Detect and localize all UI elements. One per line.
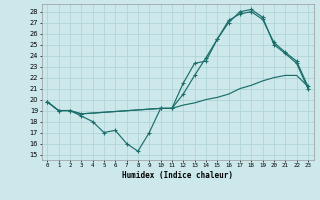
X-axis label: Humidex (Indice chaleur): Humidex (Indice chaleur) (122, 171, 233, 180)
